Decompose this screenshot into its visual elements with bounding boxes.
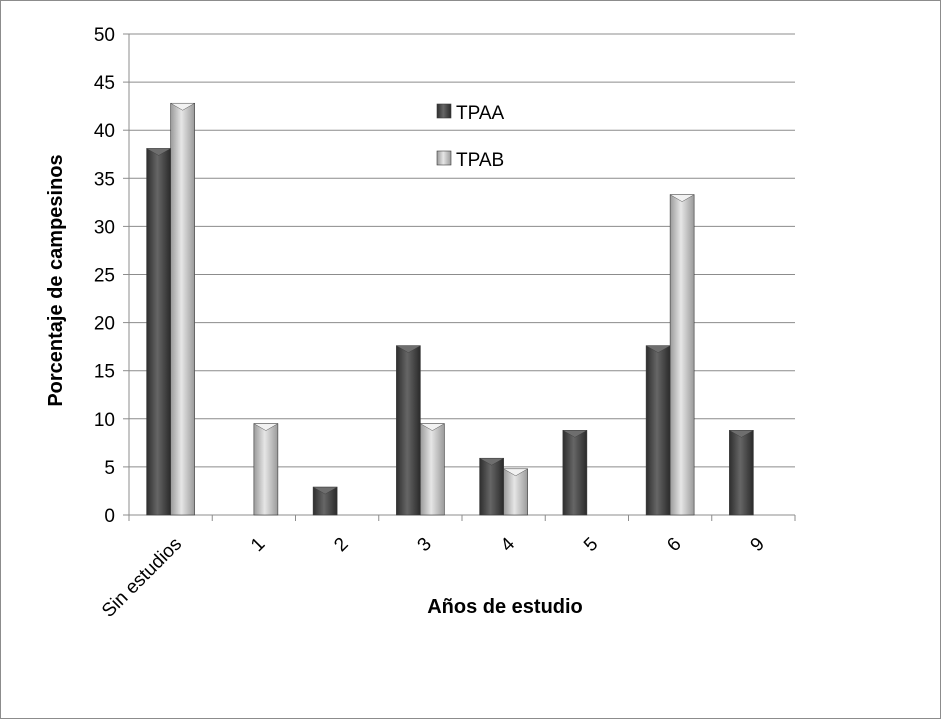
bar-tpab	[253, 423, 279, 516]
y-tick-label: 5	[104, 458, 115, 479]
y-tick-label: 20	[94, 314, 115, 335]
bar-tpaa	[395, 345, 422, 516]
bar-tpab	[669, 194, 695, 516]
x-axis-title: Años de estudio	[427, 596, 583, 618]
y-tick-label: 35	[94, 169, 115, 190]
bar-tpaa	[312, 486, 338, 516]
legend-label-tpab: TPAB	[456, 150, 504, 171]
bar-tpab	[169, 102, 196, 516]
y-tick-label: 25	[94, 266, 115, 287]
y-tick-label: 0	[104, 506, 115, 527]
legend-label-tpaa: TPAA	[456, 103, 505, 124]
x-tick-label: 5	[580, 534, 602, 556]
legend-swatch-tpab	[436, 150, 452, 166]
y-axis-title: Porcentaje de campesinos	[45, 154, 67, 406]
y-tick-label: 15	[94, 362, 115, 383]
y-tick-label: 40	[94, 121, 115, 142]
legend-swatch-tpaa	[436, 103, 452, 119]
x-tick-label: 6	[663, 534, 685, 556]
x-tick-label: 2	[330, 534, 352, 556]
bar-tpaa	[645, 345, 671, 516]
bar-tpab	[502, 468, 529, 516]
x-tick-label: Sin estudios	[98, 534, 186, 622]
y-tick-label: 30	[94, 217, 115, 238]
y-tick-label: 45	[94, 73, 115, 94]
x-tick-label: 1	[247, 534, 269, 556]
bar-tpab	[419, 423, 446, 516]
y-tick-label: 10	[94, 410, 115, 431]
y-tick-label: 50	[94, 25, 115, 46]
bar-tpaa	[478, 457, 505, 516]
gridlines	[129, 33, 795, 468]
bar-tpaa	[145, 148, 172, 516]
x-tick-label: 4	[497, 533, 520, 556]
bar-tpaa	[562, 430, 588, 516]
x-tick-label: 9	[747, 534, 769, 556]
bars	[145, 102, 755, 516]
bar-tpaa	[728, 430, 755, 516]
legend: TPAA TPAB	[436, 103, 505, 171]
x-tick-label: 3	[414, 534, 436, 556]
